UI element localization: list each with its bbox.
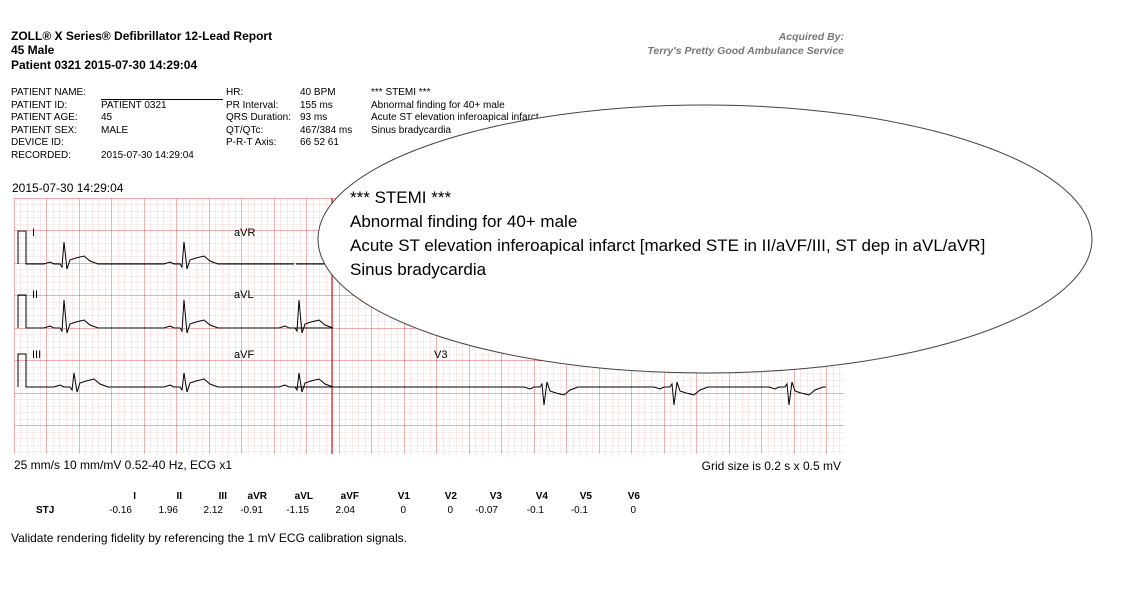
qrs-label: QRS Duration: <box>226 112 292 124</box>
hr-value: 40 BPM <box>300 87 336 98</box>
lead-label: I <box>32 227 35 239</box>
report-title: ZOLL® X Series® Defibrillator 12-Lead Re… <box>11 29 273 43</box>
grid-size-label: Grid size is 0.2 s x 0.5 mV <box>701 459 841 473</box>
stj-value: 0 <box>400 505 406 516</box>
interpretation-bubble-line: *** STEMI *** <box>350 188 452 207</box>
interpretation-line: Acute ST elevation inferoapical infarct <box>371 112 539 124</box>
acquired-by-value: Terry's Pretty Good Ambulance Service <box>647 45 844 57</box>
patient-line: Patient 0321 2015-07-30 14:29:04 <box>11 58 198 72</box>
stj-lead-header: II <box>176 491 182 502</box>
stj-value: 2.12 <box>203 505 223 516</box>
stj-value: 0 <box>630 505 636 516</box>
stj-lead-header: V6 <box>627 491 640 502</box>
interpretation-summary: *** STEMI *** Abnormal finding for 40+ m… <box>371 87 539 137</box>
stj-value: -0.16 <box>109 505 132 516</box>
lead-label: aVR <box>234 227 255 239</box>
stj-lead-header: aVF <box>340 491 359 502</box>
stj-lead-header: aVL <box>294 491 313 502</box>
patient-id-value: PATIENT 0321 <box>101 99 167 111</box>
patient-age-label: PATIENT AGE: <box>11 112 78 124</box>
hr-label: HR: <box>226 87 244 98</box>
stj-value: -0.07 <box>475 505 498 516</box>
acquired-by-label: Acquired By: <box>778 31 844 43</box>
lead-label: aVL <box>234 289 254 301</box>
stj-lead-header: V4 <box>535 491 548 502</box>
stj-lead-header: III <box>218 491 227 502</box>
qt-value: 467/384 ms <box>300 124 353 136</box>
interpretation-bubble-line: Sinus bradycardia <box>350 260 487 279</box>
stj-value: 2.04 <box>335 505 355 516</box>
stj-value: -0.91 <box>240 505 263 516</box>
axis-value: 66 52 61 <box>300 137 339 149</box>
stj-lead-header: I <box>133 491 136 502</box>
qt-label: QT/QTc: <box>226 124 264 136</box>
patient-values-block: PATIENT 0321 45 MALE 2015-07-30 14:29:04 <box>101 87 223 163</box>
ecg-trace <box>17 294 334 334</box>
patient-info-block: PATIENT NAME: PATIENT ID: PATIENT AGE: P… <box>11 87 86 163</box>
lead-label: II <box>32 289 38 301</box>
stj-lead-header: aVR <box>247 491 267 502</box>
recorded-value: 2015-07-30 14:29:04 <box>101 149 194 161</box>
interpretation-line: Sinus bradycardia <box>371 124 452 136</box>
interpretation-bubble-line: Abnormal finding for 40+ male <box>350 212 578 231</box>
stj-lead-header: V2 <box>444 491 457 502</box>
lead-label: III <box>32 349 41 361</box>
stj-value: -0.1 <box>526 505 544 516</box>
stj-value: -1.15 <box>286 505 309 516</box>
stj-table: I II III aVR aVL aVF V1 V2 V3 V4 V5 V6 STJ -0.16 1.9… <box>0 491 700 521</box>
patient-name-field <box>101 89 223 100</box>
interpretation-line: Abnormal finding for 40+ male <box>371 99 505 111</box>
measurement-values: 40 BPM 155 ms 93 ms 467/384 ms 66 52 61 <box>300 87 352 150</box>
qrs-value: 93 ms <box>300 112 328 124</box>
stj-value: 1.96 <box>158 505 178 516</box>
patient-id-label: PATIENT ID: <box>11 99 68 111</box>
stj-row-label: STJ <box>36 505 55 516</box>
ecg-trace <box>17 230 294 270</box>
pr-label: PR Interval: <box>226 99 279 111</box>
interpretation-bubble-text: *** STEMI *** Abnormal finding for 40+ m… <box>350 186 985 282</box>
stj-lead-header: V3 <box>489 491 502 502</box>
patient-sex-value: MALE <box>101 124 129 136</box>
interpretation-line: *** STEMI *** <box>371 87 431 98</box>
patient-name-label: PATIENT NAME: <box>11 87 87 98</box>
interpretation-bubble-line: Acute ST elevation inferoapical infarct … <box>350 236 986 255</box>
recorded-label: RECORDED: <box>11 149 72 161</box>
ecg-trace <box>17 353 334 393</box>
stj-value: 0 <box>447 505 453 516</box>
lead-label: V3 <box>434 349 447 361</box>
ecg-settings: 25 mm/s 10 mm/mV 0.52-40 Hz, ECG x1 <box>14 458 233 472</box>
patient-sex-label: PATIENT SEX: <box>11 124 78 136</box>
patient-subject: 45 Male <box>11 43 55 57</box>
device-id-label: DEVICE ID: <box>11 137 64 149</box>
measurement-labels: HR: PR Interval: QRS Duration: QT/QTc: P… <box>226 87 291 150</box>
patient-age-value: 45 <box>101 112 113 124</box>
pr-value: 155 ms <box>300 99 333 111</box>
stj-lead-header: V5 <box>579 491 592 502</box>
stj-lead-header: V1 <box>397 491 410 502</box>
strip-timestamp: 2015-07-30 14:29:04 <box>12 181 124 195</box>
ecg-trace <box>434 381 826 406</box>
calibration-note: Validate rendering fidelity by referenci… <box>11 531 407 545</box>
axis-label: P-R-T Axis: <box>226 137 277 149</box>
ecg-traces <box>17 230 826 406</box>
lead-label: aVF <box>234 349 254 361</box>
stj-value: -0.1 <box>570 505 588 516</box>
